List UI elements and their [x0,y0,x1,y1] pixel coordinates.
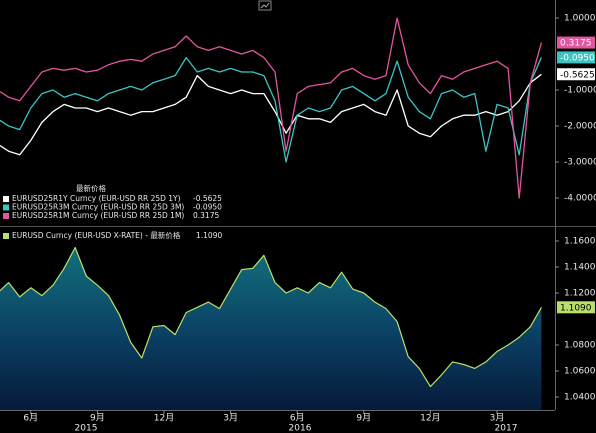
legend-label: EURUSD25R1Y Curncy (EUR-USD RR 25D 1Y) [12,194,181,203]
last-value-box [557,301,595,314]
y-tick-label: 1.1400 [564,263,596,273]
last-value-label: 0.3175 [560,39,592,49]
x-tick-label: 9月 [90,413,105,424]
plot-area [0,17,543,410]
legend-header: 最新价格 [76,183,106,193]
x-tick-label: 6月 [23,413,38,424]
x-tick-label: 9月 [356,413,371,424]
legend-swatch [3,213,9,219]
last-value-box [557,68,595,81]
area-fill [0,247,542,410]
y-tick-label: -2.0000 [564,122,596,132]
x-year-label: 2016 [289,424,312,433]
legend: EURUSD Curncy (EUR-USD X-RATE) - 最新价格 1.1… [3,230,222,240]
legend-swatch [3,204,9,211]
y-tick-label: 1.1200 [564,289,596,299]
legend-swatch [3,233,9,239]
x-tick-label: 3月 [223,413,238,424]
legend-last-value: 0.3175 [193,211,219,220]
last-value-box [557,51,595,64]
series-line [0,73,542,156]
x-tick-label: 12月 [420,413,440,424]
y-tick-label: 1.0600 [564,367,596,377]
last-value-label: -0.5625 [560,70,595,80]
icon-frame[interactable] [258,0,272,11]
y-tick-label: -4.0000 [564,194,596,204]
legend-last-value: -0.5625 [193,194,222,203]
y-tick-label: 1.0400 [564,393,596,403]
legend-last-value: -0.0950 [193,203,222,212]
chart-icon[interactable] [258,0,272,11]
legend-last-value: 1.1090 [196,231,222,240]
legend-label: EURUSD25R1M Curncy (EUR-USD RR 25D 1M) [12,211,184,220]
y-tick-label: 1.0800 [564,341,596,351]
last-value-label: 1.1090 [560,303,592,313]
y-tick-label: -3.0000 [564,158,596,168]
last-value-box [557,36,595,49]
x-tick-label: 12月 [154,413,174,424]
legend-label: EURUSD25R3M Curncy (EUR-USD RR 25D 3M) [12,203,184,212]
x-year-label: 2017 [495,424,518,433]
y-tick-label: 1.1600 [564,237,596,247]
overlay: 1.0000-1.0000-2.0000-3.0000-4.0000最新价格EU… [3,14,596,433]
series-line [0,246,542,388]
legend-label: EURUSD Curncy (EUR-USD X-RATE) - 最新价格 [12,230,181,240]
legend-swatch [3,196,9,202]
x-tick-label: 3月 [490,413,505,424]
series-line [0,56,542,163]
icon-glyph[interactable] [260,2,270,9]
series-line [0,17,543,199]
last-value-label: -0.0950 [560,53,595,63]
y-tick-label: -1.0000 [564,86,596,96]
x-year-label: 2015 [75,424,98,433]
x-tick-label: 6月 [290,413,305,424]
y-tick-label: 1.0000 [564,14,596,24]
